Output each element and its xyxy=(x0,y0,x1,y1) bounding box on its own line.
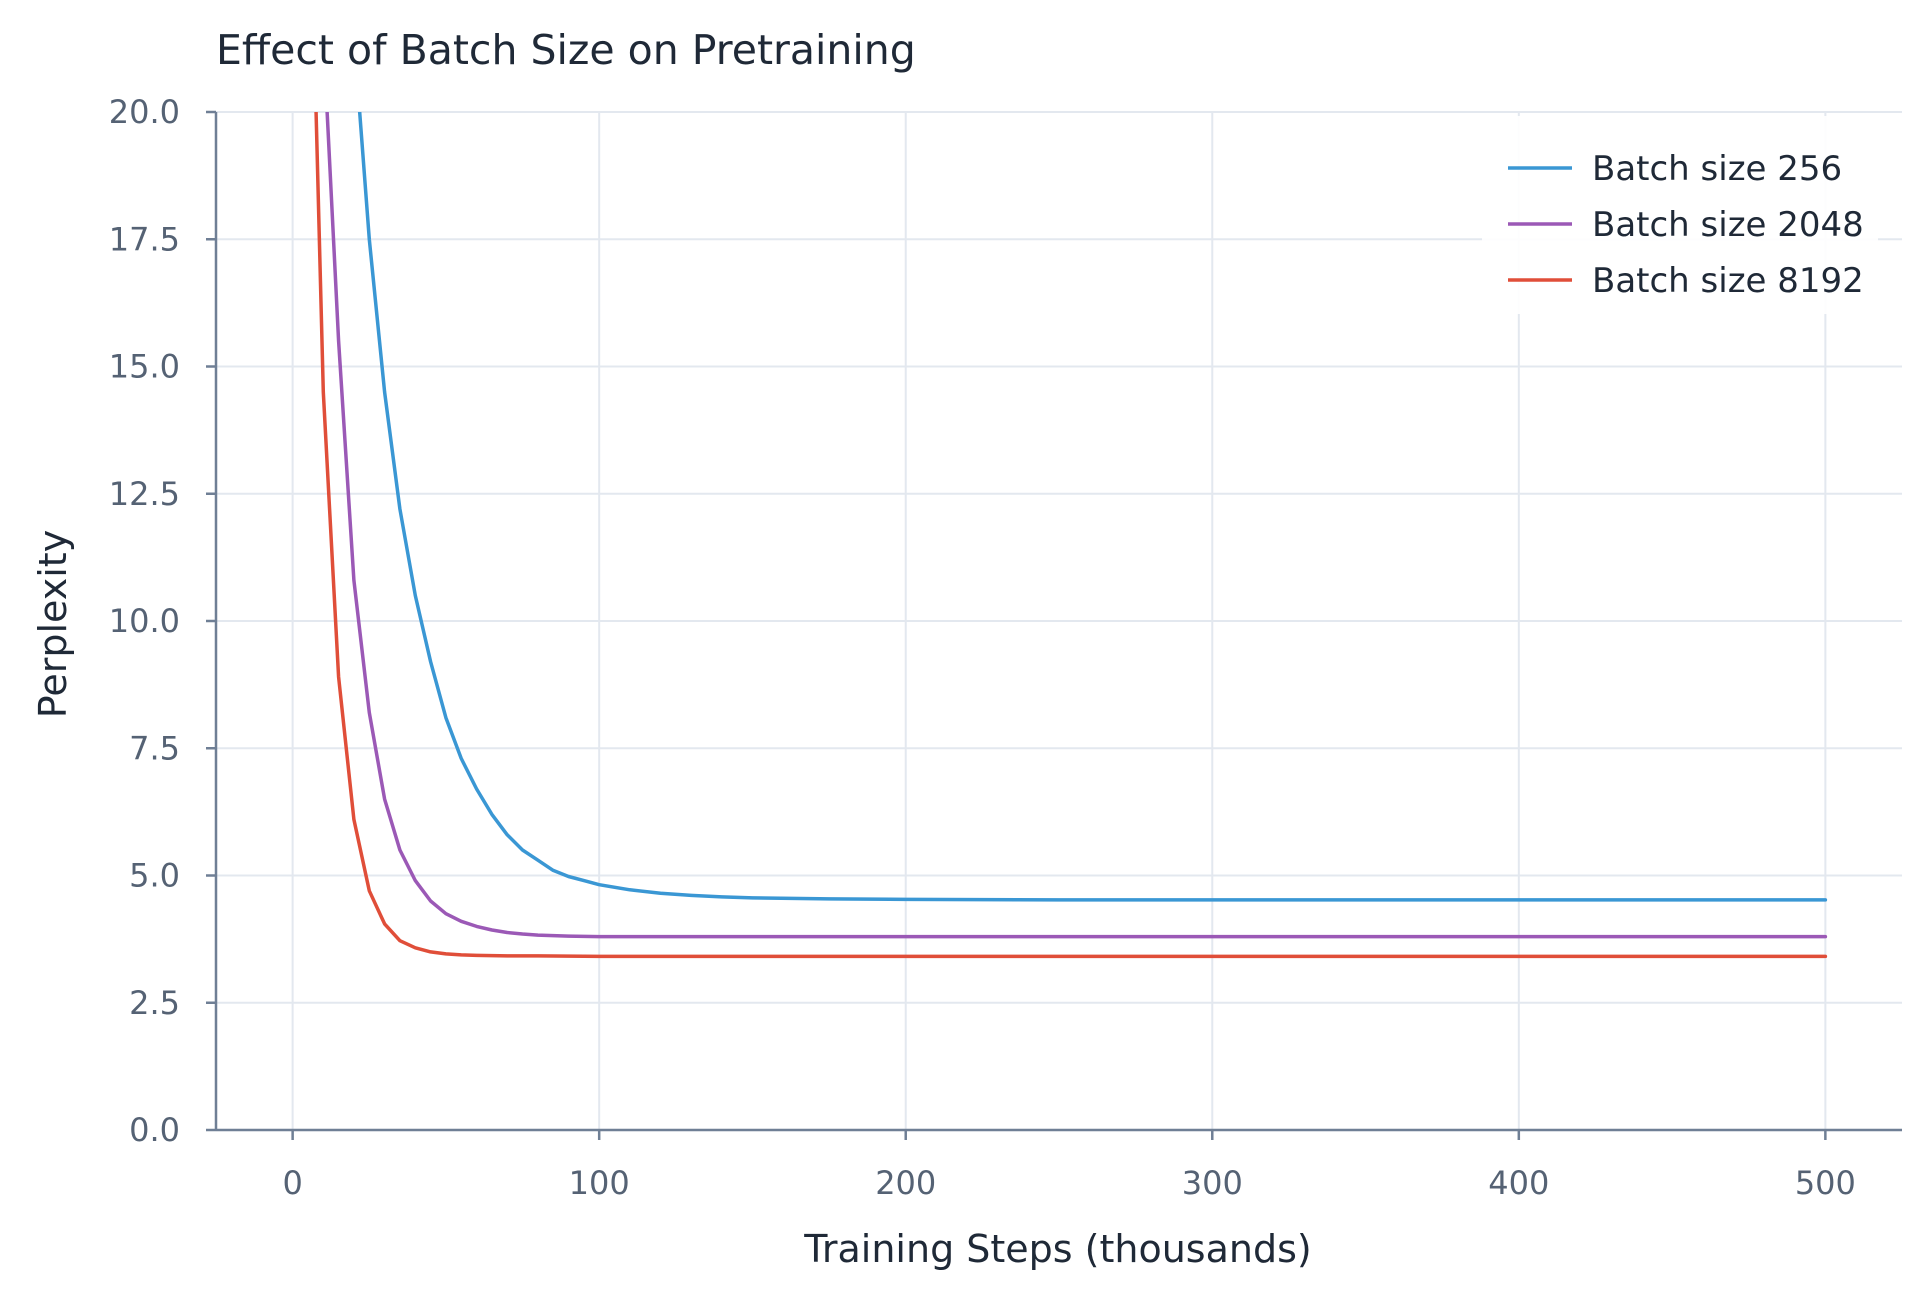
y-tick-label: 5.0 xyxy=(129,857,180,895)
y-tick-label: 0.0 xyxy=(129,1111,180,1149)
y-tick-label: 15.0 xyxy=(109,348,180,386)
y-tick-label: 2.5 xyxy=(129,984,180,1022)
y-tick-label: 17.5 xyxy=(109,220,180,258)
y-tick-label: 12.5 xyxy=(109,475,180,513)
x-tick-label: 500 xyxy=(1795,1164,1856,1202)
y-tick-label: 7.5 xyxy=(129,729,180,767)
legend-label-2: Batch size 2048 xyxy=(1592,205,1864,245)
series-line-1 xyxy=(357,112,1828,902)
series-line-2 xyxy=(325,112,1828,939)
series-line-3 xyxy=(314,112,1828,959)
series-layer xyxy=(314,112,1828,959)
legend-label-1: Batch size 256 xyxy=(1592,149,1842,189)
y-tick-label: 20.0 xyxy=(109,93,180,131)
x-tick-label: 400 xyxy=(1488,1164,1549,1202)
y-axis-label: Perplexity xyxy=(31,530,75,718)
x-tick-label: 200 xyxy=(875,1164,936,1202)
x-tick-label: 300 xyxy=(1182,1164,1243,1202)
x-tick-label: 0 xyxy=(282,1164,302,1202)
x-axis-label: Training Steps (thousands) xyxy=(803,1227,1311,1271)
chart-title: Effect of Batch Size on Pretraining xyxy=(216,26,916,74)
axes-layer: 0 100 200 300 400 500 0.0 2.5 5.0 7.5 10.0 12.5 15.0… xyxy=(109,93,1902,1202)
x-tick-label: 100 xyxy=(569,1164,630,1202)
legend: Batch size 256 Batch size 2048 Batch size … xyxy=(1482,116,1878,314)
y-tick-label: 10.0 xyxy=(109,602,180,640)
legend-label-3: Batch size 8192 xyxy=(1592,261,1864,301)
